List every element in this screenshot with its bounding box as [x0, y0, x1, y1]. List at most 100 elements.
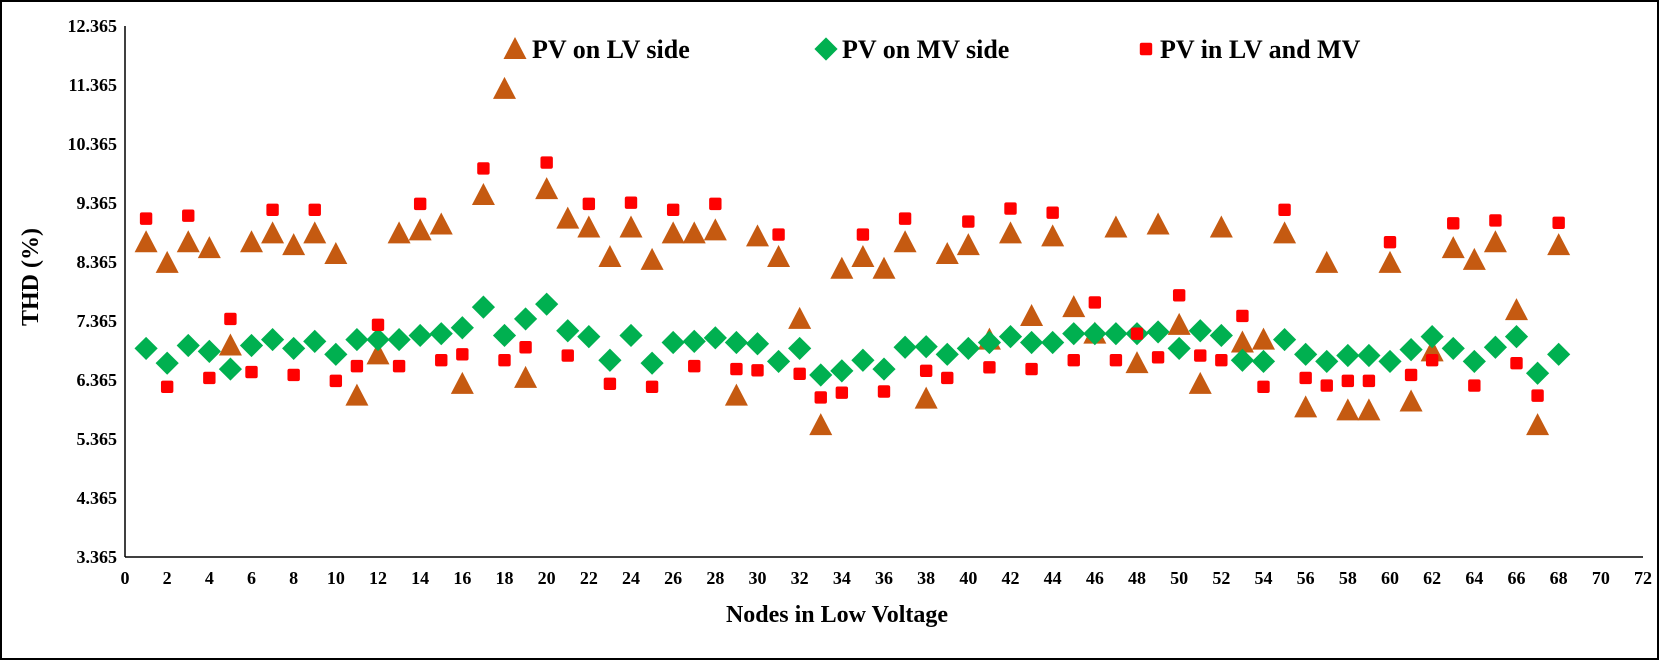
square-point — [730, 362, 743, 376]
diamond-point — [408, 323, 432, 348]
diamond-point — [661, 330, 685, 355]
diamond-point — [1441, 336, 1465, 361]
square-point — [1320, 379, 1333, 392]
diamond-point — [535, 292, 559, 316]
x-tick-label: 52 — [1212, 568, 1230, 588]
y-tick-label: 10.365 — [68, 134, 118, 154]
square-point — [688, 359, 701, 373]
square-point — [456, 348, 469, 361]
data-points — [134, 76, 1571, 436]
triangle-point — [134, 230, 158, 253]
triangle-point — [1230, 330, 1254, 353]
triangle-point — [218, 333, 242, 356]
x-tick-label: 6 — [247, 568, 256, 588]
diamond-point — [1420, 325, 1444, 349]
triangle-point — [1062, 295, 1086, 318]
triangle-point — [1104, 215, 1128, 238]
triangle-point — [1399, 389, 1423, 412]
triangle-point — [261, 221, 285, 244]
y-tick-label: 8.365 — [77, 252, 118, 272]
series-square — [139, 156, 1565, 404]
diamond-point — [429, 322, 453, 346]
square-point — [582, 197, 596, 211]
x-tick-label: 62 — [1423, 568, 1441, 588]
x-tick-label: 22 — [580, 568, 598, 588]
square-point — [224, 312, 237, 326]
diamond-point — [998, 325, 1023, 349]
diamond-point — [851, 348, 875, 372]
square-point — [983, 361, 996, 374]
triangle-point — [682, 221, 706, 244]
square-point — [645, 380, 659, 393]
square-point — [1236, 309, 1249, 323]
diamond-point — [1547, 342, 1571, 366]
diamond-point — [1019, 330, 1044, 355]
y-tick-label: 12.365 — [68, 16, 118, 36]
triangle-point — [1125, 351, 1149, 374]
diamond-point — [282, 336, 306, 361]
diamond-point — [1146, 320, 1170, 344]
x-tick-label: 36 — [875, 568, 893, 588]
x-tick-label: 72 — [1634, 568, 1652, 588]
square-point — [835, 386, 849, 399]
triangle-point — [176, 230, 200, 253]
diamond-point — [176, 333, 200, 358]
square-point — [1278, 203, 1291, 216]
diamond-point — [1336, 343, 1360, 368]
square-point — [1447, 217, 1460, 230]
x-tick-label: 40 — [959, 568, 977, 588]
diamond-point — [1315, 349, 1339, 374]
square-point — [182, 209, 195, 222]
triangle-point — [197, 236, 221, 259]
square-point — [1004, 202, 1017, 215]
legend-marker-diamond — [814, 37, 838, 61]
x-tick-label: 28 — [706, 568, 724, 588]
x-tick-label: 54 — [1255, 568, 1273, 588]
diamond-point — [766, 349, 791, 374]
diamond-point — [155, 351, 179, 375]
diamond-point — [366, 327, 390, 352]
square-point — [962, 215, 975, 228]
square-point — [877, 385, 891, 398]
square-point — [308, 203, 321, 216]
legend-label-triangle: PV on LV side — [532, 35, 690, 64]
series-diamond — [134, 292, 1571, 387]
legend-label-square: PV in LV and MV — [1160, 35, 1361, 64]
triangle-point — [556, 206, 580, 229]
diamond-point — [1230, 348, 1255, 372]
diamond-point — [513, 307, 538, 331]
axes — [124, 26, 1643, 558]
square-point — [371, 318, 385, 332]
square-point — [1552, 216, 1565, 229]
square-point — [1025, 362, 1038, 376]
square-point — [1046, 206, 1059, 219]
diamond-point — [872, 357, 896, 381]
x-tick-label: 64 — [1465, 568, 1483, 588]
triangle-point — [788, 306, 812, 329]
x-tick-label: 50 — [1170, 568, 1188, 588]
diamond-point — [1462, 349, 1486, 374]
diamond-point — [1251, 349, 1276, 374]
square-point — [1194, 349, 1207, 362]
diamond-point — [1209, 323, 1233, 348]
square-point — [1257, 380, 1270, 393]
square-point — [413, 197, 427, 211]
diamond-point — [1083, 322, 1107, 346]
triangle-point — [1547, 233, 1571, 256]
diamond-point — [977, 330, 1002, 355]
diamond-point — [745, 332, 770, 356]
square-point — [1215, 354, 1228, 367]
square-point — [1425, 354, 1439, 367]
triangle-point — [1462, 247, 1486, 270]
diamond-point — [1041, 330, 1065, 355]
triangle-point — [703, 218, 727, 241]
square-point — [793, 367, 806, 381]
square-point — [1531, 389, 1544, 402]
triangle-point — [429, 212, 453, 235]
x-tick-label: 38 — [917, 568, 935, 588]
diamond-point — [830, 359, 854, 383]
triangle-point — [1441, 236, 1465, 259]
square-point — [1383, 236, 1397, 249]
diamond-point — [724, 330, 749, 355]
triangle-point — [1336, 398, 1360, 421]
